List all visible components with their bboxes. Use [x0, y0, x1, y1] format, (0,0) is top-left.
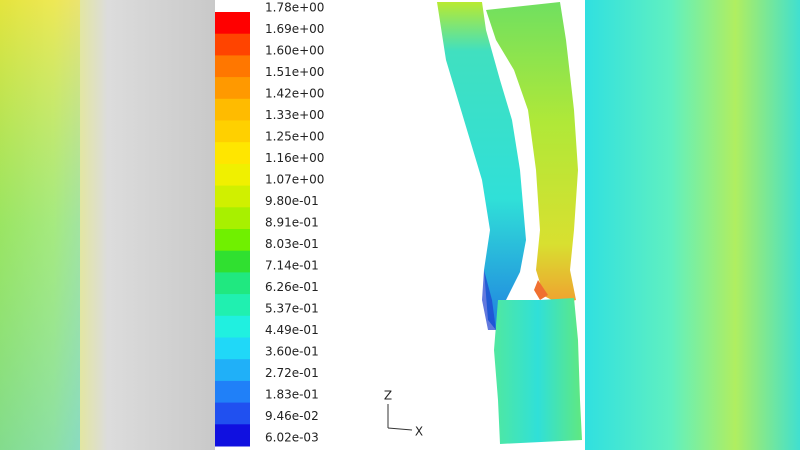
color-swatch	[215, 142, 250, 165]
colorbar-label: 8.03e-01	[265, 237, 319, 251]
colorbar-label: 1.51e+00	[265, 65, 324, 79]
color-swatch	[215, 359, 250, 382]
colorbar-label: 6.02e-03	[265, 431, 319, 445]
colorbar-label: 7.14e-01	[265, 259, 319, 273]
color-swatch	[215, 77, 250, 100]
z-axis-label: Z	[384, 389, 392, 403]
color-swatch	[215, 272, 250, 295]
x-axis	[387, 427, 413, 431]
left-backdrop-tint	[0, 0, 80, 450]
left-channel	[437, 2, 526, 330]
low-velocity-edge	[482, 270, 496, 330]
color-swatch	[215, 55, 250, 78]
colorbar-label: 4.49e-01	[265, 323, 319, 337]
x-axis-label: X	[415, 425, 423, 439]
flow-field	[437, 2, 582, 444]
colorbar-label: 2.72e-01	[265, 366, 319, 380]
colorbar-label: 8.91e-01	[265, 216, 319, 230]
high-velocity-spot	[534, 280, 548, 300]
colorbar-label: 3.60e-01	[265, 345, 319, 359]
color-swatch	[215, 315, 250, 338]
color-swatch	[215, 12, 250, 35]
colorbar-label: 1.69e+00	[265, 22, 324, 36]
colorbar-label: 5.37e-01	[265, 302, 319, 316]
color-swatch	[215, 250, 250, 273]
colorbar-label: 1.16e+00	[265, 151, 324, 165]
right-channel	[486, 2, 578, 304]
axis-triad: Z X	[384, 389, 423, 439]
colorbar-label: 1.42e+00	[265, 87, 324, 101]
color-swatch	[215, 424, 250, 447]
color-swatch	[215, 163, 250, 187]
colorbar: 1.78e+00 1.69e+00 1.60e+00 1.51e+00 1.42e+00…	[215, 1, 324, 447]
color-swatch	[215, 402, 250, 425]
outlet-channel	[494, 298, 582, 444]
colorbar-label: 1.60e+00	[265, 44, 324, 58]
colorbar-label: 9.46e-02	[265, 409, 319, 423]
color-swatch	[215, 33, 250, 56]
color-swatch	[215, 380, 250, 404]
color-swatch	[215, 98, 250, 121]
colorbar-label: 1.25e+00	[265, 130, 324, 144]
right-backdrop	[585, 0, 800, 450]
color-swatch	[215, 294, 250, 317]
color-swatch	[215, 337, 250, 360]
colorbar-label: 1.33e+00	[265, 108, 324, 122]
colorbar-label: 6.26e-01	[265, 280, 319, 294]
color-swatch	[215, 120, 250, 143]
color-swatch	[215, 207, 250, 230]
colorbar-label: 9.80e-01	[265, 194, 319, 208]
colorbar-label: 1.07e+00	[265, 173, 324, 187]
color-swatch	[215, 229, 250, 252]
color-swatch	[215, 185, 250, 208]
colorbar-label: 1.83e-01	[265, 388, 319, 402]
colorbar-label: 1.78e+00	[265, 1, 324, 15]
